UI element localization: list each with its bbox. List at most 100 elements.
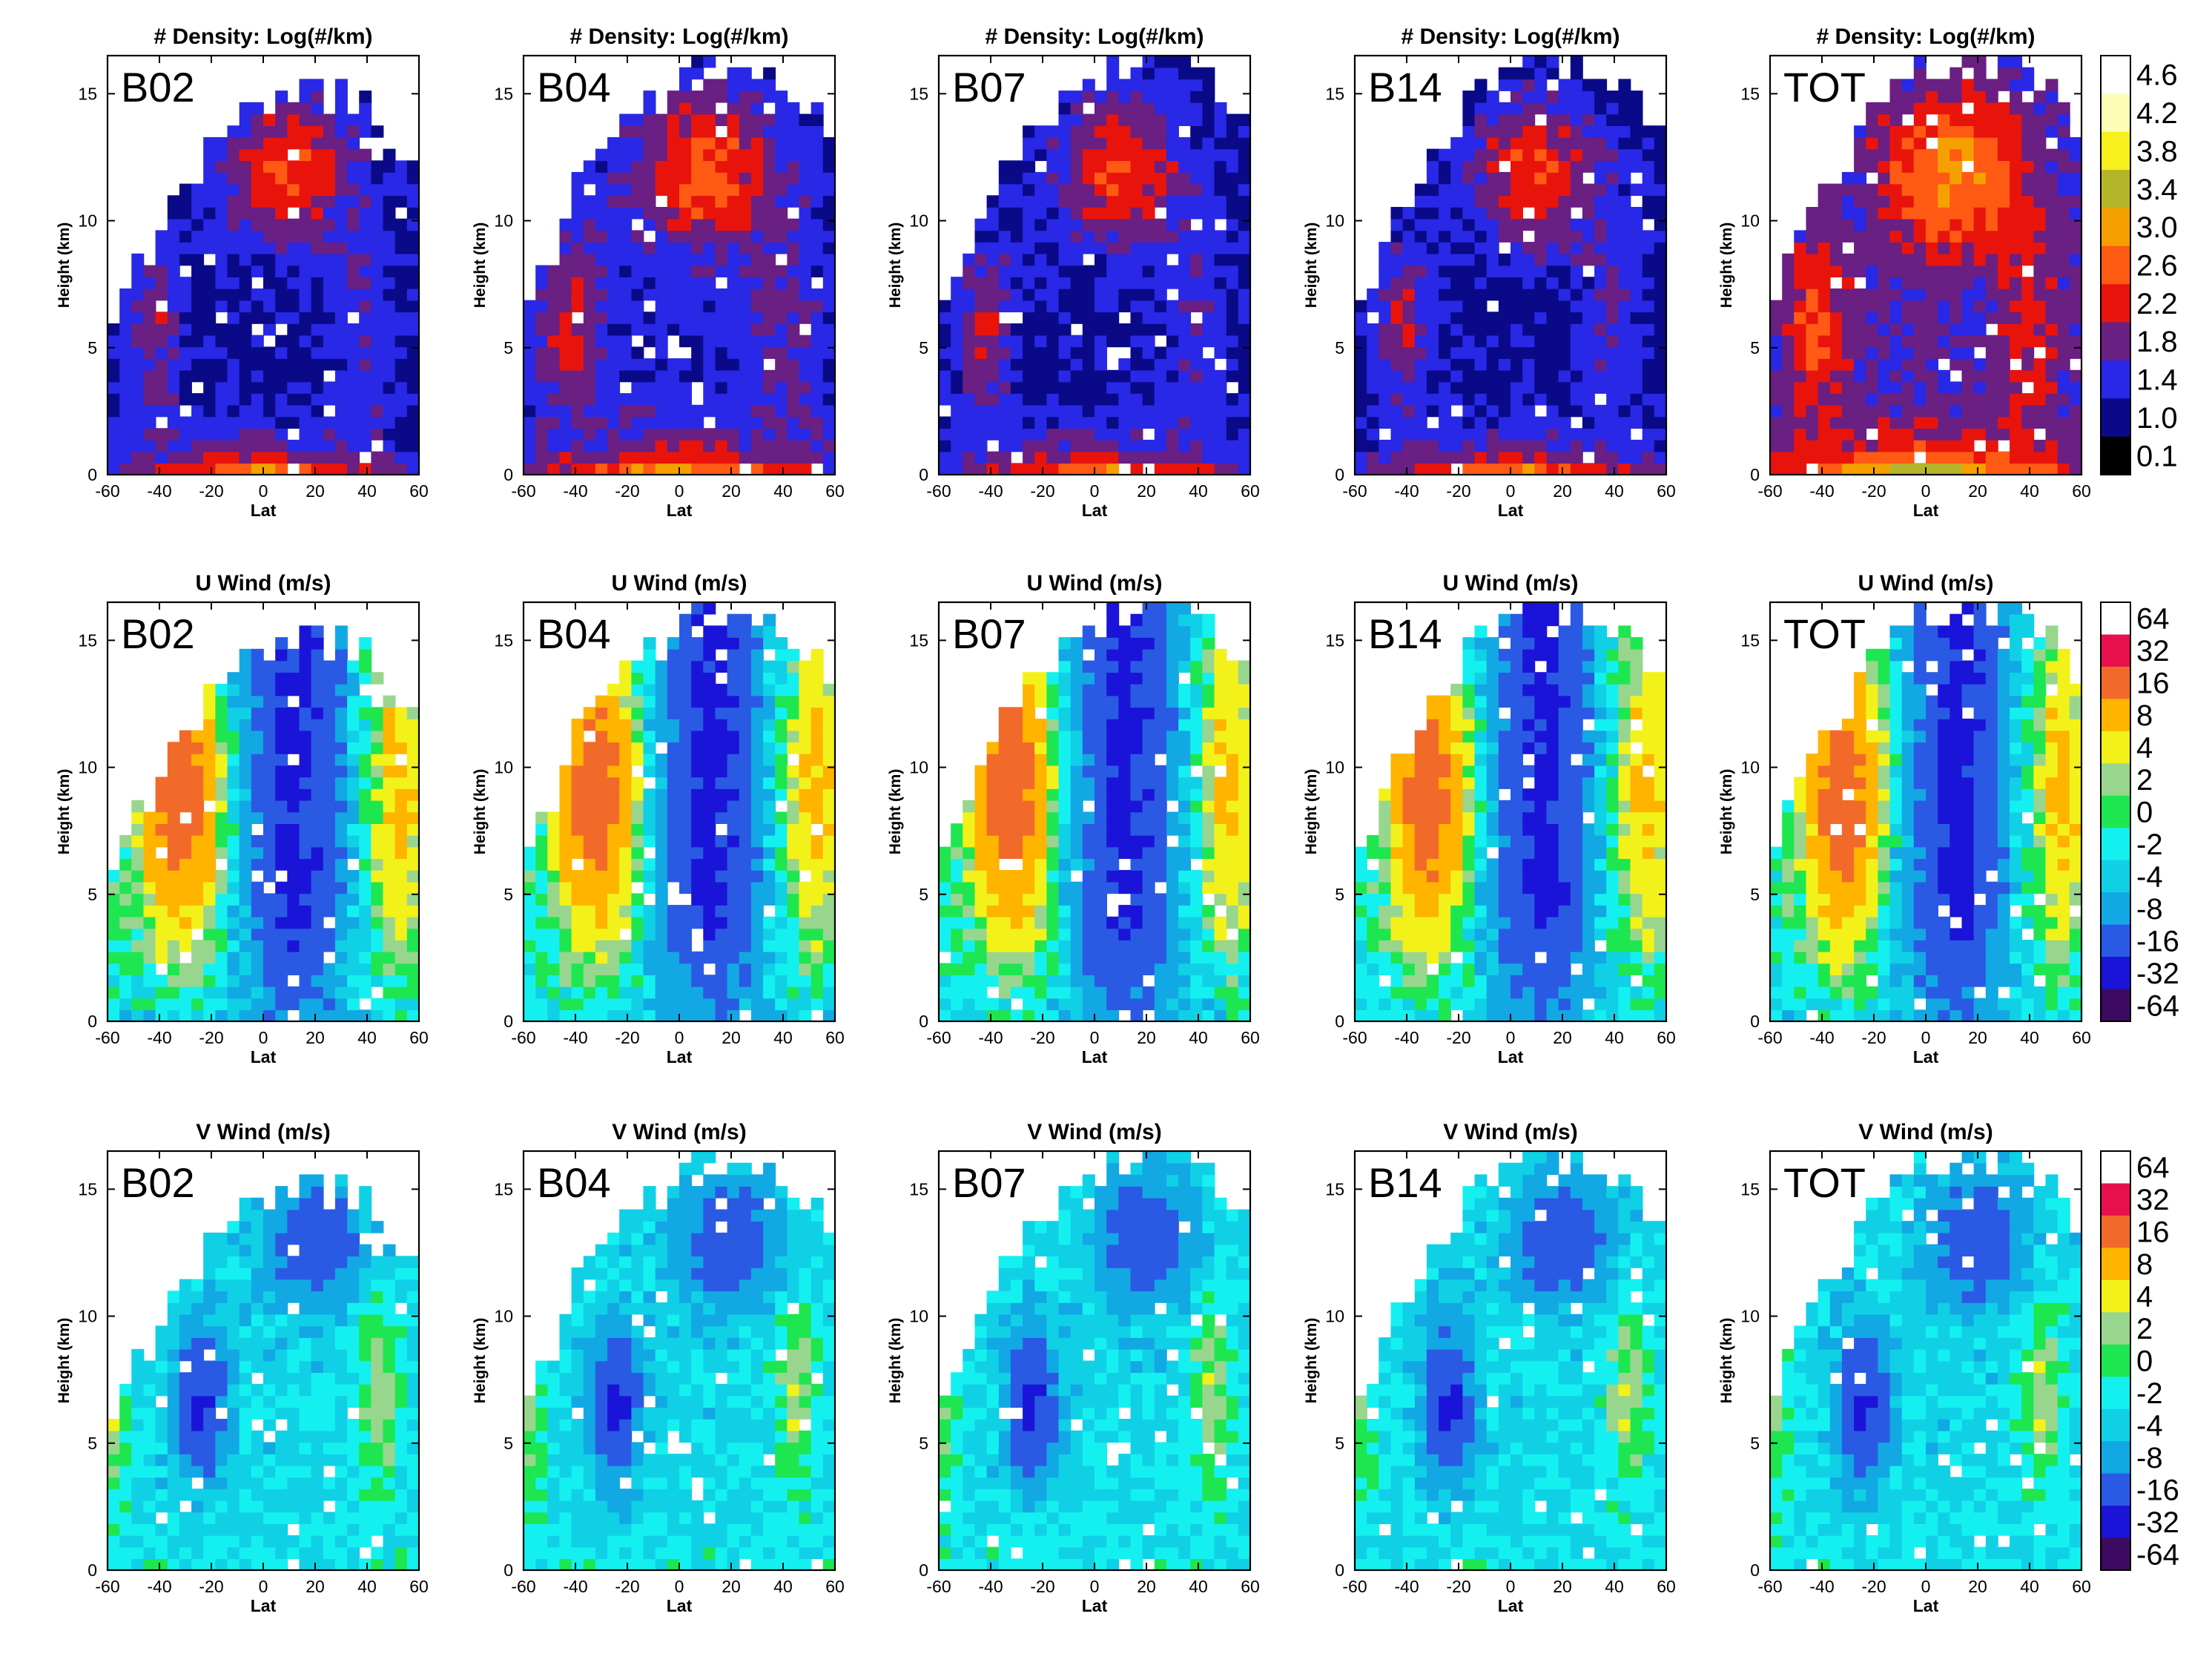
y-axis-label: Height (km) (472, 769, 489, 855)
colorbar-tick-label: 3.4 (2136, 174, 2178, 206)
x-axis-label: Lat (251, 1596, 277, 1615)
x-tick-label: -20 (199, 481, 223, 501)
x-tick-label: -60 (926, 1028, 951, 1047)
colorbar-tick-label: -64 (2136, 989, 2179, 1022)
x-tick-label: -20 (1030, 1028, 1054, 1047)
y-tick-label: 5 (1335, 338, 1344, 357)
panel-title: V Wind (m/s) (1027, 1120, 1161, 1144)
x-tick-label: 0 (1506, 1577, 1516, 1596)
colorbar-swatch (2101, 1216, 2130, 1248)
colorbar-swatch (2101, 1248, 2130, 1280)
x-tick-label: 40 (1189, 1577, 1208, 1596)
x-tick-label: 60 (409, 481, 429, 501)
x-tick-label: 60 (2072, 1028, 2091, 1047)
colorbar-swatch (2101, 93, 2130, 132)
x-tick-label: 20 (1968, 481, 1987, 501)
colorbar-tick-label: -4 (2136, 1409, 2163, 1442)
colorbar-swatch (2101, 1506, 2130, 1538)
x-tick-label: 40 (1605, 481, 1624, 501)
y-axis-label: Height (km) (1303, 223, 1320, 309)
colorbar-swatch (2101, 699, 2130, 731)
y-tick-label: 15 (1740, 630, 1760, 650)
panel-title: U Wind (m/s) (611, 571, 747, 596)
y-tick-label: 5 (919, 1434, 928, 1453)
y-axis-label: Height (km) (1303, 769, 1320, 855)
panel-label-b14: B14 (1368, 610, 1442, 657)
x-tick-label: 0 (1090, 1028, 1100, 1047)
panel-title: # Density: Log(#/km) (569, 24, 788, 49)
colorbar-swatch (2101, 170, 2130, 208)
colorbar-swatch (2101, 1280, 2130, 1313)
x-tick-label: -40 (1809, 1028, 1834, 1047)
panel-title: # Density: Log(#/km) (1401, 24, 1620, 49)
colorbar-swatch (2101, 360, 2130, 399)
y-tick-label: 10 (1740, 1307, 1760, 1326)
panel-title: V Wind (m/s) (1858, 1120, 1993, 1144)
y-tick-label: 5 (1750, 885, 1760, 904)
colorbar-tick-label: 32 (2136, 635, 2170, 668)
x-tick-label: -40 (978, 1028, 1003, 1047)
x-axis-label: Lat (1082, 1596, 1108, 1615)
y-tick-label: 0 (504, 1012, 513, 1031)
colorbar-swatch (2101, 828, 2130, 860)
y-tick-label: 15 (1325, 1179, 1344, 1199)
x-tick-label: 20 (1137, 1028, 1156, 1047)
y-tick-label: 0 (919, 1560, 928, 1580)
x-tick-label: -60 (1757, 1028, 1782, 1047)
colorbar-swatch (2101, 957, 2130, 989)
x-tick-label: 40 (357, 1028, 377, 1047)
panel-title: U Wind (m/s) (1442, 571, 1578, 596)
x-tick-label: 20 (1137, 1577, 1156, 1596)
colorbar-swatch (2101, 246, 2130, 285)
panel-title: # Density: Log(#/km) (985, 24, 1204, 49)
y-axis-label: Height (km) (1718, 223, 1735, 309)
x-axis-label: Lat (1913, 501, 1939, 520)
colorbar-swatch (2101, 56, 2130, 94)
x-tick-label: 0 (1090, 1577, 1100, 1596)
y-tick-label: 10 (909, 1307, 928, 1326)
y-tick-label: 10 (78, 1307, 97, 1326)
colorbar-swatch (2101, 323, 2130, 361)
x-tick-label: 60 (825, 1577, 845, 1596)
panel-label-b02: B02 (121, 1159, 195, 1206)
x-axis-label: Lat (1913, 1047, 1939, 1067)
colorbar-swatch (2101, 284, 2130, 323)
colorbar-tick-label: 8 (2136, 699, 2153, 732)
panel-label-b04: B04 (537, 64, 611, 111)
y-tick-label: 10 (78, 758, 97, 777)
colorbar-tick-label: 32 (2136, 1184, 2170, 1216)
colorbar-swatch (2101, 208, 2130, 247)
x-tick-label: -40 (563, 1577, 587, 1596)
x-tick-label: -40 (147, 1577, 171, 1596)
x-tick-label: 60 (825, 1028, 845, 1047)
y-tick-label: 0 (88, 465, 97, 484)
x-tick-label: 60 (1241, 1028, 1260, 1047)
y-axis-label: Height (km) (472, 1318, 489, 1404)
x-tick-label: -60 (95, 1028, 119, 1047)
colorbar-tick-label: 1.8 (2136, 326, 2178, 358)
x-tick-label: -20 (1861, 1028, 1886, 1047)
x-tick-label: 0 (259, 481, 268, 501)
y-tick-label: 5 (504, 885, 513, 904)
y-axis-label: Height (km) (887, 1318, 904, 1404)
y-tick-label: 5 (919, 885, 928, 904)
x-tick-label: -60 (1757, 481, 1782, 501)
colorbar-tick-label: -32 (2136, 1506, 2179, 1539)
colorbar-tick-label: 2 (2136, 764, 2153, 797)
colorbar-swatch (2101, 1151, 2130, 1184)
x-tick-label: 20 (1553, 1028, 1572, 1047)
x-tick-label: 60 (825, 481, 845, 501)
y-tick-label: 5 (1335, 885, 1344, 904)
x-axis-label: Lat (1913, 1596, 1939, 1615)
y-tick-label: 5 (1335, 1434, 1344, 1453)
x-tick-label: 20 (722, 1028, 741, 1047)
y-tick-label: 0 (919, 465, 928, 484)
panel-label-tot: TOT (1783, 610, 1866, 657)
x-tick-label: 40 (357, 481, 377, 501)
y-tick-label: 10 (78, 211, 97, 231)
x-tick-label: 40 (1605, 1577, 1624, 1596)
x-tick-label: 40 (357, 1577, 377, 1596)
x-tick-label: 60 (1657, 1577, 1676, 1596)
panel-label-b02: B02 (121, 64, 195, 111)
